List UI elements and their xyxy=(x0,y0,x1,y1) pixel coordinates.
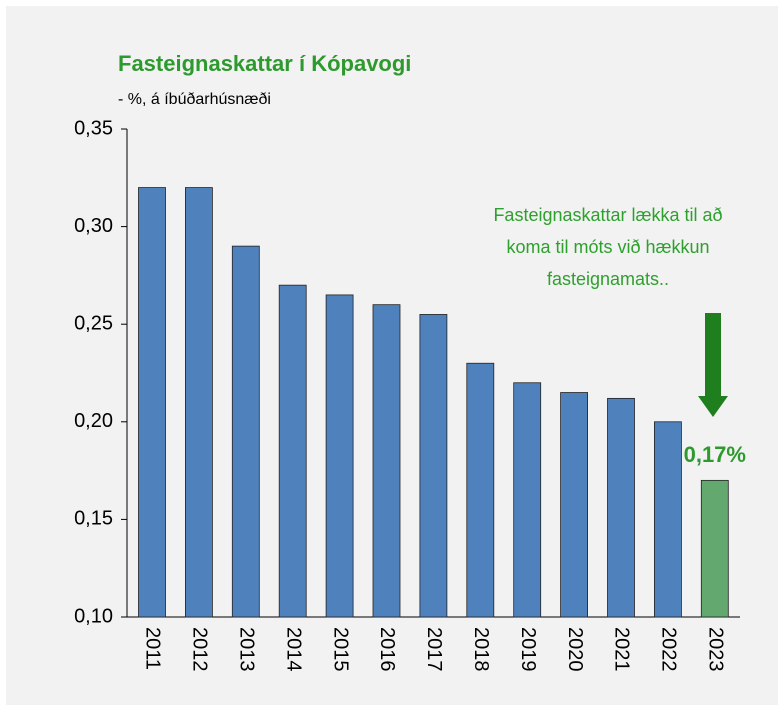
x-tick-label: 2015 xyxy=(329,627,351,672)
x-tick-label: 2017 xyxy=(423,627,445,672)
y-tick-label: 0,20 xyxy=(74,410,113,432)
bar xyxy=(466,362,495,618)
annotation-arrow xyxy=(698,313,728,417)
bar xyxy=(560,392,588,618)
bar xyxy=(231,245,260,618)
annotation: fasteignamats.. xyxy=(547,269,669,289)
x-tick-label: 2022 xyxy=(658,627,680,672)
chart-title: Fasteignaskattar í Kópavogi xyxy=(118,51,411,76)
bar xyxy=(513,382,542,618)
x-tick-label: 2016 xyxy=(376,627,398,672)
value-label: 0,17% xyxy=(684,442,746,467)
y-tick-label: 0,35 xyxy=(74,117,113,139)
x-tick-label: 2011 xyxy=(142,627,164,670)
x-tick-label: 2018 xyxy=(470,627,492,672)
bar xyxy=(654,421,682,618)
x-tick-label: 2019 xyxy=(517,627,539,672)
bar xyxy=(700,479,729,618)
y-tick-label: 0,30 xyxy=(74,215,113,237)
arrow-head xyxy=(698,396,728,417)
bar xyxy=(325,294,354,618)
y-tick-label: 0,25 xyxy=(74,312,113,334)
bar xyxy=(278,284,307,618)
chart-subtitle: - %, á íbúðarhúsnæði xyxy=(118,91,271,108)
bar xyxy=(184,187,213,618)
annotation: koma til móts við hækkun xyxy=(506,237,709,257)
x-tick-label: 2020 xyxy=(564,627,586,672)
x-tick-label: 2021 xyxy=(611,627,633,672)
bar xyxy=(419,314,448,618)
bar xyxy=(372,304,401,618)
x-tick-label: 2014 xyxy=(282,627,304,672)
y-tick-label: 0,15 xyxy=(74,508,113,530)
x-tick-label: 2023 xyxy=(705,627,727,672)
x-tick-label: 2013 xyxy=(236,627,258,672)
annotation: Fasteignaskattar lækka til að xyxy=(493,205,722,225)
bar xyxy=(607,397,635,618)
y-tick-label: 0,10 xyxy=(74,605,113,627)
arrow-shaft xyxy=(705,313,721,397)
x-tick-label: 2012 xyxy=(189,627,211,672)
bar xyxy=(138,187,166,618)
